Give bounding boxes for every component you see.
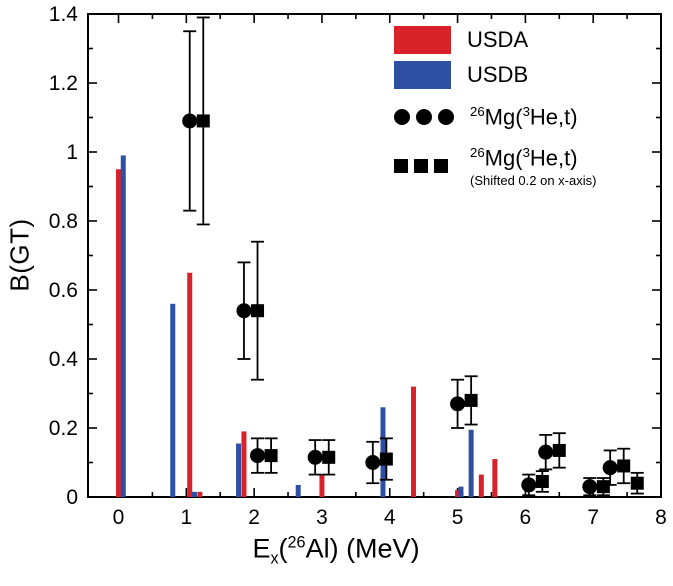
y-tick-label: 1.4: [49, 3, 79, 26]
usdb-bar: [380, 407, 386, 497]
mg-het-square-marker: [264, 449, 278, 463]
usda-bar: [197, 491, 203, 497]
legend-shift-note: (Shifted 0.2 on x-axis): [470, 172, 597, 188]
usda-bar: [455, 490, 461, 497]
usda-bar: [478, 474, 484, 497]
mg-het-square-marker: [596, 480, 610, 494]
x-tick-label: 6: [520, 506, 532, 529]
mg-body: Mg(: [484, 145, 523, 171]
mg-mass-sup: 26: [470, 104, 485, 119]
x-axis-label-e: E: [252, 533, 271, 564]
usda-swatch-icon: [394, 26, 451, 54]
legend-item-squares: 26Mg(3He,t) (Shifted 0.2 on x-axis): [394, 145, 596, 188]
usdb-bar: [191, 491, 197, 497]
mg-het-circle-marker: [521, 477, 537, 493]
y-tick-label: 0.6: [49, 279, 78, 302]
x-tick-label: 5: [452, 506, 464, 529]
mg-het-square-marker: [552, 443, 566, 457]
legend-item-usdb: USDB: [394, 61, 596, 89]
legend-circles-label: 26Mg(3He,t): [470, 104, 578, 130]
mg-het-circle-marker: [182, 113, 198, 129]
mg-het-circle-marker: [236, 303, 252, 319]
legend-squares-label: 26Mg(3He,t): [470, 145, 596, 171]
he-body: He,t): [529, 104, 578, 130]
he-mass-sup: 3: [522, 104, 530, 119]
mg-het-square-marker: [379, 452, 393, 466]
legend-item-circles: 26Mg(3He,t): [394, 104, 596, 130]
y-tick-label: 0.2: [49, 417, 78, 440]
circle-markers-icon: [394, 109, 454, 126]
y-tick-label: 0.8: [49, 210, 78, 233]
legend-usda-label: USDA: [467, 27, 529, 52]
x-tick-label: 3: [316, 506, 328, 529]
usdb-bar: [170, 303, 176, 497]
usdb-bar: [236, 443, 242, 497]
y-tick-label: 1.2: [49, 72, 78, 95]
mg-het-circle-marker: [250, 448, 266, 464]
mg-het-square-marker: [322, 450, 336, 464]
x-tick-label: 1: [180, 506, 192, 529]
x-tick-label: 7: [587, 506, 599, 529]
legend-squares-text: 26Mg(3He,t) (Shifted 0.2 on x-axis): [470, 145, 596, 187]
usdb-swatch-icon: [394, 61, 451, 89]
mg-het-circle-marker: [307, 449, 323, 465]
usda-bar: [410, 386, 416, 497]
square-markers-icon: [394, 159, 454, 174]
x-axis-label-mass: 26: [287, 533, 306, 552]
usda-bar: [116, 169, 122, 497]
usdb-bar: [120, 155, 126, 497]
usda-bar: [241, 431, 247, 497]
y-tick-label: 0: [66, 486, 78, 509]
mg-het-square-marker: [251, 304, 265, 318]
usda-bar: [319, 474, 325, 497]
legend-item-usda: USDA: [394, 26, 596, 54]
mg-het-circle-marker: [602, 460, 618, 476]
x-axis-label: Ex(26Al) (MeV): [252, 533, 419, 568]
mg-body: Mg(: [484, 104, 523, 130]
mg-het-circle-marker: [582, 479, 598, 495]
x-axis-label-paren: (: [278, 533, 288, 564]
mg-het-square-marker: [196, 114, 210, 128]
y-tick-label: 0.4: [49, 348, 79, 371]
y-tick-label: 1: [66, 141, 78, 164]
usda-bar: [187, 272, 193, 497]
mg-het-square-marker: [535, 474, 549, 488]
mg-het-circle-marker: [538, 444, 554, 460]
x-tick-label: 2: [248, 506, 260, 529]
mg-het-square-marker: [617, 459, 631, 473]
mg-mass-sup: 26: [470, 145, 485, 161]
mg-het-circle-marker: [450, 396, 466, 412]
mg-het-square-marker: [630, 476, 644, 490]
usdb-bar: [458, 486, 464, 497]
x-axis-label-rest: Al) (MeV): [305, 533, 420, 564]
usda-bar: [492, 459, 498, 497]
y-axis-label: B(GT): [4, 218, 35, 292]
legend-usdb-label: USDB: [467, 62, 529, 87]
x-tick-label: 4: [384, 506, 396, 529]
mg-het-square-marker: [464, 393, 478, 407]
usdb-bar: [295, 484, 301, 497]
mg-het-circle-marker: [365, 455, 381, 470]
x-axis-label-sub: x: [270, 549, 279, 568]
usdb-bar: [468, 429, 474, 497]
he-mass-sup: 3: [522, 145, 530, 161]
x-tick-label: 0: [113, 506, 125, 529]
he-body: He,t): [529, 145, 578, 171]
x-tick-label: 8: [655, 506, 667, 529]
legend: USDA USDB 26Mg(3He,t) 26Mg(3He,t) (Shift…: [394, 26, 596, 188]
